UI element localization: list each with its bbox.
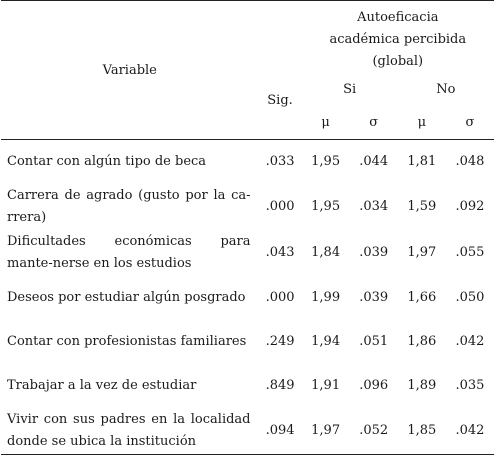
table-body: Contar con algún tipo de beca .033 1,95 …	[1, 140, 494, 455]
sig-header: Sig.	[258, 93, 302, 128]
no-mu-cell: 1,89	[407, 378, 437, 393]
si-mu-cell: 1,84	[311, 245, 341, 260]
si-header: Si	[343, 81, 357, 97]
sig-cell: .043	[265, 245, 295, 260]
variable-cell: Contar con algún tipo de beca	[7, 154, 207, 169]
header-spacer	[258, 0, 302, 105]
si-sigma-cell: .039	[359, 245, 389, 260]
variable-cell: Trabajar a la vez de estudiar	[7, 378, 197, 393]
no-sigma-cell: .092	[455, 199, 485, 214]
si-sigma-cell: .039	[359, 290, 389, 305]
si-sigma-cell: .096	[359, 378, 389, 393]
si-sigma-cell: .044	[359, 154, 389, 169]
no-sigma-cell: .035	[455, 378, 485, 393]
variable-cell: Dificultades económicas para mante-nerse…	[7, 234, 251, 271]
no-sigma-cell: .050	[455, 290, 485, 305]
si-mu-header: μ	[301, 105, 350, 140]
no-mu-cell: 1,59	[407, 199, 437, 214]
si-mu-cell: 1,95	[311, 154, 341, 169]
si-mu-cell: 1,95	[311, 199, 341, 214]
no-mu-cell: 1,66	[407, 290, 437, 305]
no-mu-header: μ	[397, 105, 446, 140]
variable-cell: Carrera de agrado (gusto por la ca-rrera…	[7, 188, 251, 225]
si-sigma-header: σ	[349, 105, 398, 140]
table-row: Deseos por estudiar algún posgrado .000 …	[1, 276, 494, 320]
variable-cell: Deseos por estudiar algún posgrado	[7, 290, 246, 305]
no-sigma-cell: .055	[455, 245, 485, 260]
no-mu-cell: 1,97	[407, 245, 437, 260]
table-row: Vivir con sus padres en la localidad don…	[1, 408, 494, 455]
si-mu-cell: 1,99	[311, 290, 341, 305]
table-row: Carrera de agrado (gusto por la ca-rrera…	[1, 184, 494, 230]
sig-cell: .094	[258, 408, 302, 455]
table-row: Dificultades económicas para mante-nerse…	[1, 230, 494, 276]
no-mu-cell: 1,81	[407, 154, 437, 169]
group-header: Autoeficacia académica percibida (global…	[301, 0, 494, 73]
sig-cell: .249	[265, 334, 295, 349]
si-mu-cell: 1,91	[311, 378, 341, 393]
no-sigma-cell: .042	[445, 408, 494, 455]
variable-cell: Vivir con sus padres en la localidad don…	[1, 408, 259, 455]
no-header: No	[436, 81, 456, 97]
no-mu-cell: 1,86	[407, 334, 437, 349]
no-sigma-cell: .042	[455, 334, 485, 349]
table-header: Variable Autoeficacia académica percibid…	[1, 0, 494, 140]
table-row: Contar con algún tipo de beca .033 1,95 …	[1, 140, 494, 185]
sig-cell: .033	[265, 154, 295, 169]
si-sigma-cell: .052	[349, 408, 398, 455]
si-mu-cell: 1,97	[301, 408, 350, 455]
no-sigma-header: σ	[445, 105, 494, 140]
no-sigma-cell: .048	[455, 154, 485, 169]
table-row: Trabajar a la vez de estudiar .849 1,91 …	[1, 364, 494, 408]
variable-cell: Contar con profesionistas familiares	[7, 334, 247, 349]
sig-cell: .000	[265, 199, 295, 214]
si-sigma-cell: .034	[359, 199, 389, 214]
sig-cell: .000	[265, 290, 295, 305]
si-sigma-cell: .051	[359, 334, 389, 349]
si-mu-cell: 1,94	[311, 334, 341, 349]
sig-cell: .849	[265, 378, 295, 393]
table-row: Contar con profesionistas familiares .24…	[1, 320, 494, 364]
variable-header: Variable	[1, 0, 259, 140]
